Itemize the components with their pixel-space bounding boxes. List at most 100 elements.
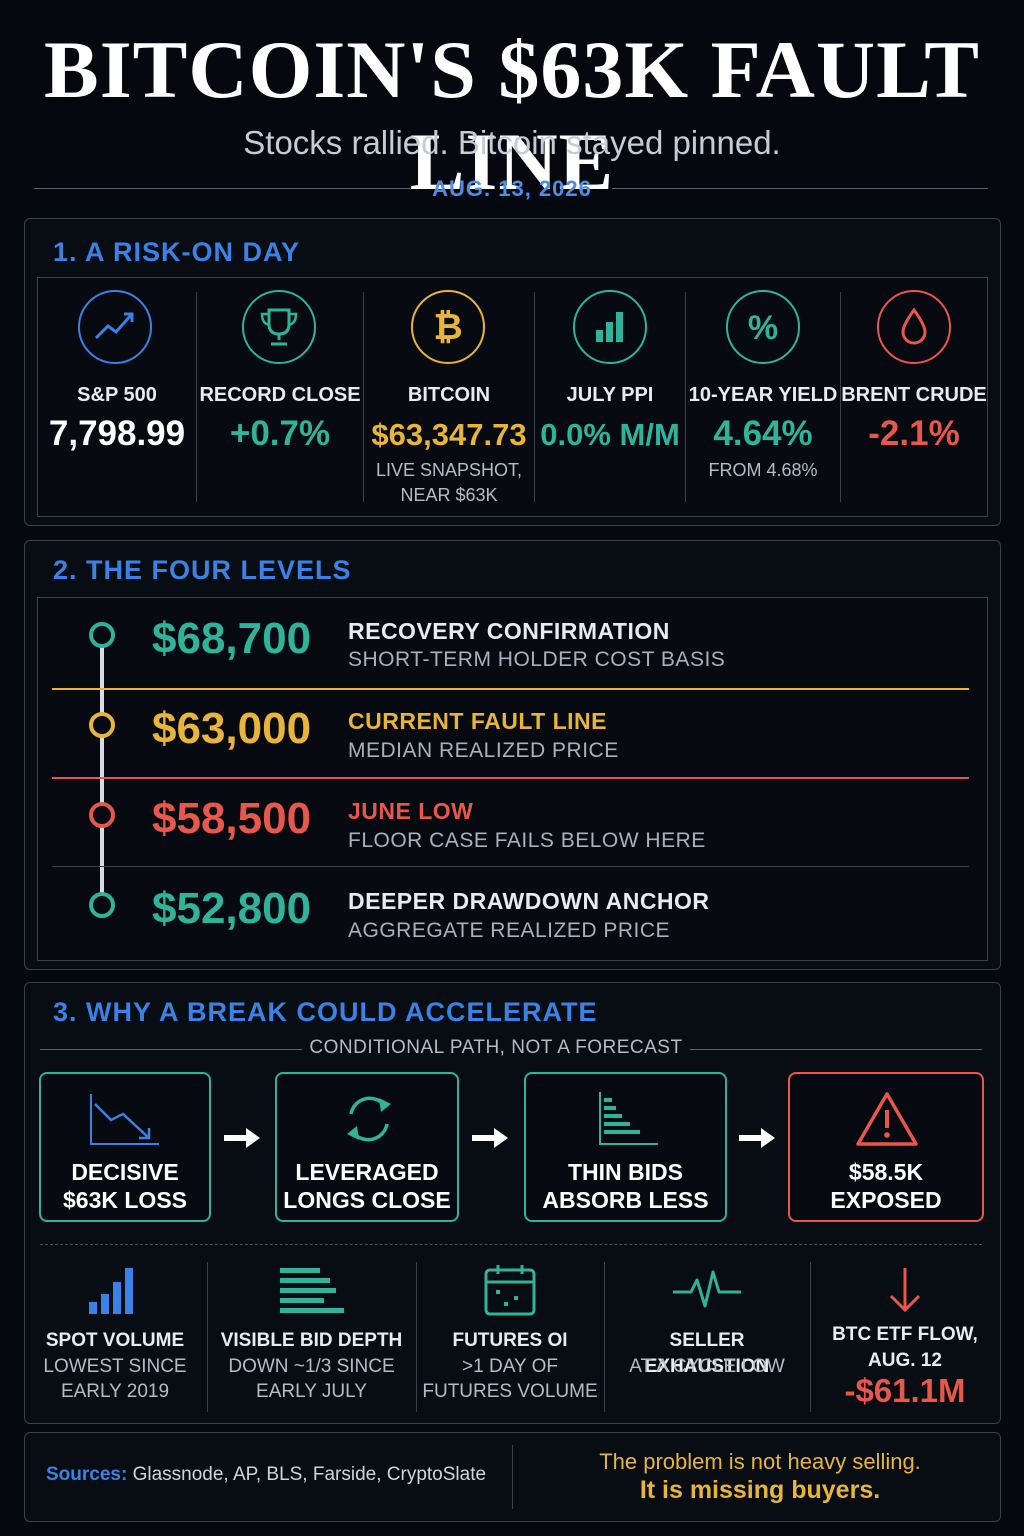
stat-note: >1 DAY OF bbox=[462, 1356, 558, 1377]
trending-up-icon bbox=[78, 290, 152, 364]
divider bbox=[690, 1049, 982, 1050]
divider bbox=[52, 688, 969, 690]
flow-step-loss: DECISIVE $63K LOSS bbox=[39, 1072, 211, 1222]
stat-label: VISIBLE BID DEPTH bbox=[220, 1330, 403, 1351]
level-price: $52,800 bbox=[152, 884, 312, 933]
flow-step-exposed: $58.5K EXPOSED bbox=[788, 1072, 984, 1222]
level-title: DEEPER DRAWDOWN ANCHOR bbox=[348, 888, 710, 914]
divider bbox=[534, 292, 535, 502]
flow-label-line: EXPOSED bbox=[830, 1187, 942, 1213]
flow-label: $58.5K EXPOSED bbox=[790, 1158, 982, 1214]
warning-icon bbox=[856, 1092, 918, 1146]
section-title: 1. A RISK-ON DAY bbox=[53, 237, 301, 267]
divider bbox=[604, 1262, 605, 1412]
stat-note: AT A CYCLE LOW bbox=[629, 1356, 785, 1377]
flow-label-line: DECISIVE bbox=[71, 1159, 179, 1185]
divider bbox=[52, 777, 969, 779]
metric-label: S&P 500 bbox=[77, 384, 157, 406]
stat-note: EARLY 2019 bbox=[60, 1381, 170, 1402]
metric-brent-crude: BRENT CRUDE -2.1% bbox=[841, 278, 987, 514]
stat-label: BTC ETF FLOW, AUG. 12 bbox=[811, 1322, 999, 1374]
divider bbox=[40, 1049, 302, 1050]
metric-label: BRENT CRUDE bbox=[841, 384, 987, 406]
level-price: $68,700 bbox=[152, 614, 312, 663]
page-subtitle: Stocks rallied. Bitcoin stayed pinned. bbox=[243, 124, 781, 161]
flow-label-line: $63K LOSS bbox=[63, 1187, 187, 1213]
sources-list: Glassnode, AP, BLS, Farside, CryptoSlate bbox=[132, 1464, 487, 1485]
flow-step-longs-close: LEVERAGED LONGS CLOSE bbox=[275, 1072, 459, 1222]
metric-value: 7,798.99 bbox=[48, 414, 186, 453]
calendar-icon bbox=[484, 1265, 536, 1316]
level-marker bbox=[89, 802, 115, 828]
divider bbox=[207, 1262, 208, 1412]
flow-label-line: THIN BIDS bbox=[568, 1159, 683, 1185]
metric-label: RECORD CLOSE bbox=[199, 384, 361, 406]
footer-quote-line2: It is missing buyers. bbox=[639, 1476, 881, 1504]
arrow-down-icon bbox=[889, 1268, 921, 1313]
timeline-line bbox=[100, 636, 104, 908]
level-marker bbox=[89, 622, 115, 648]
divider bbox=[196, 292, 197, 502]
refresh-icon bbox=[347, 1096, 391, 1142]
divider bbox=[810, 1262, 811, 1412]
divider bbox=[685, 292, 686, 502]
stat-label: FUTURES OI bbox=[452, 1330, 568, 1351]
footer-quote-line1: The problem is not heavy selling. bbox=[599, 1449, 921, 1474]
stat-futures-oi: FUTURES OI >1 DAY OF FUTURES VOLUME bbox=[417, 1262, 603, 1412]
flow-step-thin-bids: THIN BIDS ABSORB LESS bbox=[524, 1072, 727, 1222]
stat-note: FUTURES VOLUME bbox=[422, 1381, 598, 1402]
divider bbox=[612, 188, 988, 189]
metric-10y-yield: % 10-YEAR YIELD 4.64% FROM 4.68% bbox=[686, 278, 840, 514]
metrics-grid: S&P 500 7,798.99 RECORD CLOSE +0.7% ₿ BI… bbox=[37, 277, 988, 517]
stat-spot-volume: SPOT VOLUME LOWEST SINCE EARLY 2019 bbox=[24, 1262, 206, 1412]
divider bbox=[40, 1244, 982, 1245]
arrow-right-icon bbox=[472, 1128, 508, 1148]
divider bbox=[363, 292, 364, 502]
metric-sp500: S&P 500 7,798.99 bbox=[38, 278, 196, 514]
section-four-levels: 2. THE FOUR LEVELS bbox=[24, 540, 1001, 970]
divider bbox=[52, 866, 969, 867]
metric-label: 10-YEAR YIELD bbox=[688, 384, 838, 406]
level-price: $58,500 bbox=[152, 794, 312, 843]
stat-note: EARLY JULY bbox=[256, 1381, 367, 1402]
section-title: 2. THE FOUR LEVELS bbox=[53, 555, 352, 585]
order-book-icon bbox=[599, 1092, 658, 1145]
date-label: AUG. 13, 2026 bbox=[432, 176, 592, 201]
metric-value: 4.64% bbox=[713, 414, 813, 453]
stat-etf-flow: BTC ETF FLOW, AUG. 12 -$61.1M bbox=[811, 1262, 999, 1412]
level-marker bbox=[89, 712, 115, 738]
section-risk-on-day: 1. A RISK-ON DAY S&P 500 7,798.99 RECORD… bbox=[24, 218, 1001, 526]
level-title: CURRENT FAULT LINE bbox=[348, 708, 608, 734]
bitcoin-icon: ₿ bbox=[411, 290, 485, 364]
metric-ppi: JULY PPI 0.0% M/M bbox=[535, 278, 685, 514]
stat-seller-exhaustion: SELLER EXHAUSTION AT A CYCLE LOW bbox=[605, 1262, 809, 1412]
metric-value: 0.0% M/M bbox=[540, 417, 680, 452]
metric-record-close: RECORD CLOSE +0.7% bbox=[197, 278, 363, 514]
flow-label-line: LEVERAGED bbox=[295, 1159, 439, 1185]
trophy-icon bbox=[242, 290, 316, 364]
divider bbox=[416, 1262, 417, 1412]
metric-note-line: NEAR $63K bbox=[400, 485, 498, 505]
metric-value: +0.7% bbox=[229, 414, 331, 453]
section-caption: CONDITIONAL PATH, NOT A FORECAST bbox=[309, 1037, 683, 1058]
stat-note: DOWN ~1/3 SINCE bbox=[228, 1356, 395, 1377]
level-price: $63,000 bbox=[152, 704, 312, 753]
flow-label-line: LONGS CLOSE bbox=[283, 1187, 451, 1213]
arrow-right-icon bbox=[739, 1128, 775, 1148]
stat-label: SELLER EXHAUSTION bbox=[644, 1330, 770, 1377]
flow-label-line: ABSORB LESS bbox=[542, 1187, 709, 1213]
stat-label-line: AUG. 12 bbox=[868, 1350, 942, 1371]
level-subtitle: MEDIAN REALIZED PRICE bbox=[348, 739, 619, 762]
level-title: JUNE LOW bbox=[348, 798, 474, 824]
arrow-right-icon bbox=[224, 1128, 260, 1148]
levels-panel bbox=[37, 597, 988, 961]
metric-label: BITCOIN bbox=[407, 384, 491, 406]
svg-text:₿: ₿ bbox=[433, 306, 462, 347]
divider bbox=[512, 1445, 513, 1509]
flow-label: LEVERAGED LONGS CLOSE bbox=[277, 1158, 457, 1214]
bar-chart-icon bbox=[573, 290, 647, 364]
flow-label-line: $58.5K bbox=[848, 1159, 924, 1185]
stat-label: SPOT VOLUME bbox=[45, 1330, 185, 1351]
metric-bitcoin: ₿ BITCOIN $63,347.73 LIVE SNAPSHOT, NEAR … bbox=[364, 278, 534, 514]
percent-icon: % bbox=[726, 290, 800, 364]
